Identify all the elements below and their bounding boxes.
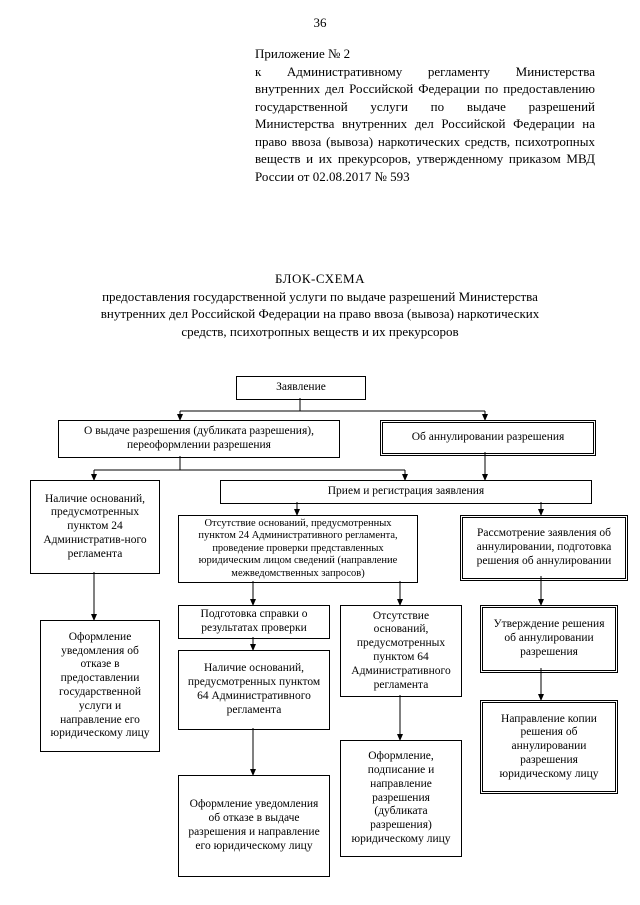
node-review-annul: Рассмотрение заявления об аннулировании,… [460, 515, 628, 581]
node-refusal-service: Оформление уведомления об отказе в предо… [40, 620, 160, 752]
node-issue-permit: О выдаче разрешения (дубликата разрешени… [58, 420, 340, 458]
node-issue-final: Оформление, подписание и направление раз… [340, 740, 462, 857]
node-grounds-24-no: Отсутствие оснований, предусмотренных пу… [178, 515, 418, 583]
node-grounds-24-yes: Наличие оснований, предусмотренных пункт… [30, 480, 160, 574]
appendix-label: Приложение № 2 [255, 45, 595, 63]
node-approve-annul: Утверждение решения об аннулировании раз… [480, 605, 618, 673]
header-text: к Административному регламенту Министерс… [255, 63, 595, 186]
node-registration: Прием и регистрация заявления [220, 480, 592, 504]
title-main: БЛОК-СХЕМА [80, 270, 560, 288]
diagram-title: БЛОК-СХЕМА предоставления государственно… [80, 270, 560, 340]
node-refusal-issue: Оформление уведомления об отказе в выдач… [178, 775, 330, 877]
node-send-copy: Направление копии решения об аннулирован… [480, 700, 618, 794]
node-grounds-64-yes: Наличие оснований, предусмотренных пункт… [178, 650, 330, 730]
node-prepare-cert: Подготовка справки о результатах проверк… [178, 605, 330, 639]
node-application: Заявление [236, 376, 366, 400]
page-number: 36 [314, 15, 327, 31]
node-annul-permit: Об аннулировании разрешения [380, 420, 596, 456]
document-header: Приложение № 2 к Административному регла… [255, 45, 595, 185]
node-grounds-64-no: Отсутствие оснований, предусмотренных пу… [340, 605, 462, 697]
title-sub: предоставления государственной услуги по… [80, 288, 560, 341]
